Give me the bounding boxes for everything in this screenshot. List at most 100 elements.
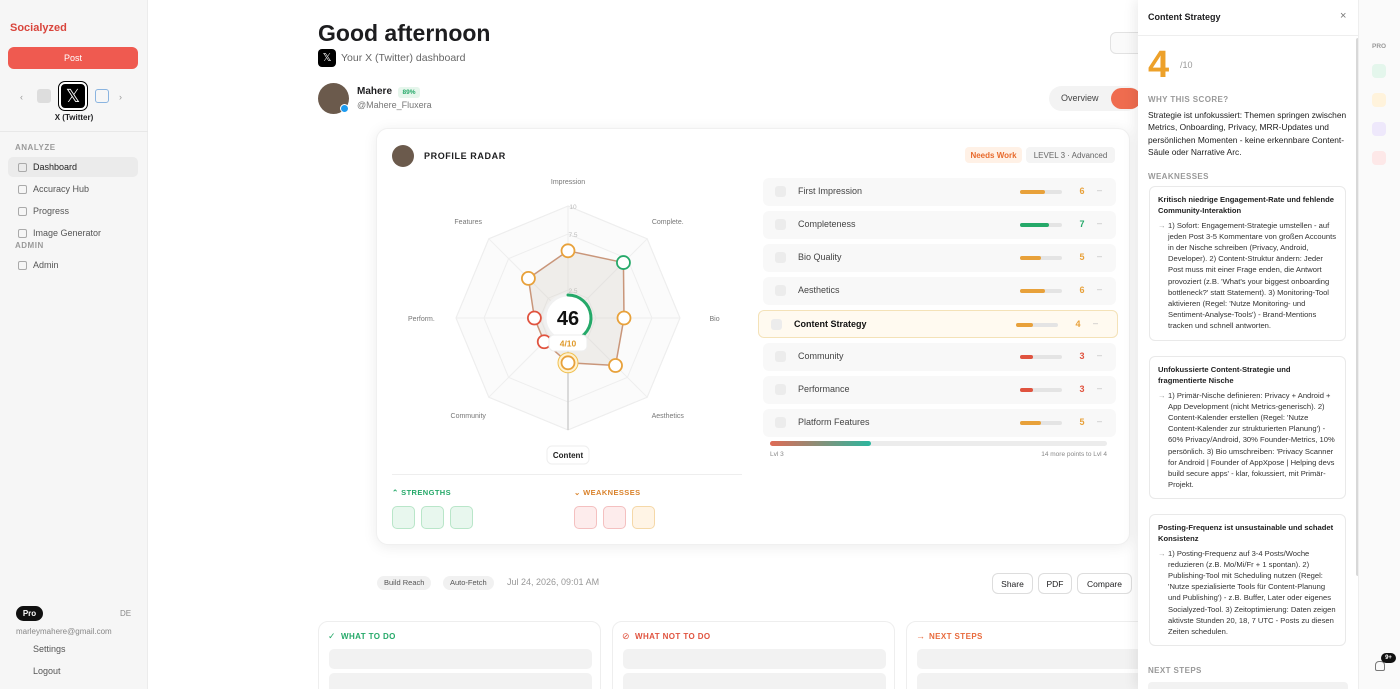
card-heading: NEXT STEPS (929, 632, 983, 641)
rail-icon[interactable] (1372, 93, 1386, 107)
level-start: Lvl 3 (770, 451, 784, 458)
sidebar: Socialyzed Post ‹ 𝕏 › X (Twitter) Pro DE… (0, 0, 148, 689)
strengths-heading: ⌃ STRENGTHS (392, 488, 452, 497)
metric-value: 4 (1075, 319, 1081, 329)
level-track (770, 441, 1107, 446)
metric-row[interactable]: Community 3 – (763, 343, 1116, 371)
bell-icon[interactable] (1375, 661, 1385, 671)
strength-icon[interactable] (450, 506, 473, 529)
platform-label: X (Twitter) (54, 113, 94, 122)
metric-icon (775, 252, 786, 263)
metric-row[interactable]: First Impression 6 – (763, 178, 1116, 206)
skeleton (329, 673, 592, 689)
toolbar-button[interactable]: Share (992, 573, 1033, 594)
close-button[interactable]: × (1340, 10, 1347, 22)
prev-arrow[interactable]: ‹ (20, 92, 23, 102)
metric-row[interactable]: Bio Quality 5 – (763, 244, 1116, 272)
metric-name: Platform Features (798, 417, 870, 427)
tiktok-icon[interactable] (37, 89, 51, 103)
x-icon[interactable]: 𝕏 (59, 82, 87, 110)
metric-name: Bio Quality (798, 252, 842, 262)
bottom-card: ⊘ WHAT NOT TO DO (612, 621, 895, 689)
nav-item[interactable]: Dashboard (8, 157, 138, 177)
metric-bar (1020, 421, 1041, 425)
subtitle: Your X (Twitter) dashboard (341, 52, 466, 64)
logout-link[interactable]: Logout (33, 666, 61, 676)
metric-more: – (1097, 251, 1103, 261)
metric-more: – (1097, 185, 1103, 195)
metric-icon (775, 417, 786, 428)
metric-row[interactable]: Performance 3 – (763, 376, 1116, 404)
radar-tick-label: 10 (569, 204, 577, 211)
weaknesses-heading: ⌄ WEAKNESSES (574, 488, 641, 497)
card-icon: ✓ (328, 631, 336, 641)
weakness-title: Posting-Frequenz ist unsustainable und s… (1158, 523, 1334, 543)
x-badge: 𝕏 (318, 49, 336, 67)
metric-bar (1020, 256, 1041, 260)
score-label: 4/10 (560, 339, 577, 349)
nav-item[interactable]: Image Generator (8, 223, 138, 243)
metric-bar (1020, 190, 1046, 194)
weakness-text: 1) Posting-Frequenz auf 3-4 Posts/Woche … (1158, 548, 1337, 638)
nav-section: ANALYZE (15, 143, 56, 152)
next-arrow[interactable]: › (119, 92, 122, 102)
language[interactable]: DE (120, 609, 132, 618)
settings-link[interactable]: Settings (33, 644, 66, 654)
why-text: Strategie ist unfokussiert: Themen sprin… (1148, 110, 1347, 158)
logo[interactable]: Socialyzed (10, 22, 67, 34)
metric-track (1020, 190, 1062, 194)
axis-label: Bio (710, 316, 720, 323)
email: marleymahere@gmail.com (16, 627, 112, 636)
nav-item[interactable]: Accuracy Hub (8, 179, 138, 199)
axis-label: Perform. (408, 316, 435, 323)
metric-value: 3 (1079, 351, 1085, 361)
level-badge: LEVEL 3 · Advanced (1026, 147, 1115, 163)
toolbar-button[interactable]: PDF (1038, 573, 1072, 594)
strength-icon[interactable] (392, 506, 415, 529)
metric-value: 5 (1079, 417, 1085, 427)
metric-more: – (1097, 383, 1103, 393)
metric-value: 7 (1079, 219, 1085, 229)
metric-track (1020, 223, 1062, 227)
metric-row[interactable]: Platform Features 5 – (763, 409, 1116, 437)
weakness-title: Unfokussierte Content-Strategie und frag… (1158, 365, 1291, 385)
weakness-title: Kritisch niedrige Engagement-Rate und fe… (1158, 195, 1334, 215)
rail-icon[interactable] (1372, 64, 1386, 78)
card-heading: WHAT NOT TO DO (635, 632, 711, 641)
bottom-card: ✓ WHAT TO DO (318, 621, 601, 689)
skeleton (623, 649, 886, 669)
metric-row[interactable]: Completeness 7 – (763, 211, 1116, 239)
rail-icon[interactable] (1372, 151, 1386, 165)
linkedin-icon[interactable] (95, 89, 109, 103)
toolbar-button[interactable]: Compare (1077, 573, 1132, 594)
weakness-icon[interactable] (632, 506, 655, 529)
radar-point (521, 271, 536, 286)
post-button[interactable]: Post (8, 47, 138, 69)
radar-point (560, 243, 576, 259)
metric-name: Performance (798, 384, 850, 394)
metric-name: Aesthetics (798, 285, 840, 295)
axis-label: Community (451, 413, 487, 420)
tab-active[interactable] (1111, 88, 1141, 109)
weakness-card: Unfokussierte Content-Strategie und frag… (1149, 356, 1346, 500)
rail-icon[interactable] (1372, 122, 1386, 136)
metric-row[interactable]: Content Strategy 4 – (758, 310, 1118, 338)
metric-icon (771, 319, 782, 330)
name-badge: 89% (398, 87, 420, 98)
tab-overview[interactable]: Overview (1061, 93, 1099, 103)
metric-row[interactable]: Aesthetics 6 – (763, 277, 1116, 305)
tag: Build Reach (377, 576, 432, 590)
notification-badge: 9+ (1381, 653, 1396, 663)
nav-item[interactable]: Progress (8, 201, 138, 221)
weakness-icon[interactable] (603, 506, 626, 529)
nav-item[interactable]: Admin (8, 255, 138, 275)
handle: @Mahere_Fluxera (357, 100, 432, 110)
detail-panel: Content Strategy × 4 /10 WHY THIS SCORE?… (1138, 0, 1360, 689)
plan-badge: Pro (16, 606, 43, 621)
weakness-icon[interactable] (574, 506, 597, 529)
radar-point (560, 355, 576, 371)
strength-icon[interactable] (421, 506, 444, 529)
radar-point (527, 310, 542, 326)
axis-label: Impression (551, 179, 585, 186)
axis-label: Aesthetics (652, 413, 685, 420)
